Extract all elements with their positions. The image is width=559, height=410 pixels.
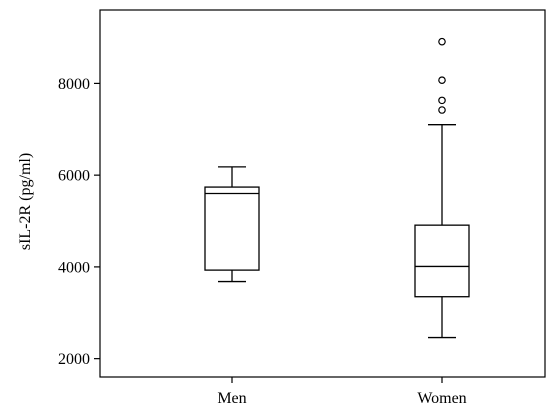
women-outlier-2	[438, 96, 446, 105]
y-axis: 2000 4000 6000 8000	[58, 76, 100, 368]
x-tick-label-women: Women	[417, 390, 466, 407]
men-iqr-box	[204, 186, 260, 271]
box-men	[204, 166, 260, 283]
women-iqr-box	[414, 224, 470, 298]
women-outlier-1	[438, 106, 446, 114]
women-outlier-4	[438, 37, 446, 46]
y-tick-label-4000: 4000	[58, 259, 90, 276]
y-tick-label-6000: 6000	[58, 168, 90, 185]
x-axis: Men Women	[217, 377, 467, 407]
plot-frame	[99, 9, 546, 378]
box-women	[414, 37, 470, 339]
y-tick-label-2000: 2000	[58, 351, 90, 368]
women-outlier-3	[438, 76, 446, 84]
y-tick-label-8000: 8000	[58, 76, 90, 93]
y-axis-title: sIL-2R (pg/ml)	[17, 153, 34, 250]
x-tick-label-men: Men	[217, 390, 246, 407]
boxplot-series	[204, 37, 470, 339]
